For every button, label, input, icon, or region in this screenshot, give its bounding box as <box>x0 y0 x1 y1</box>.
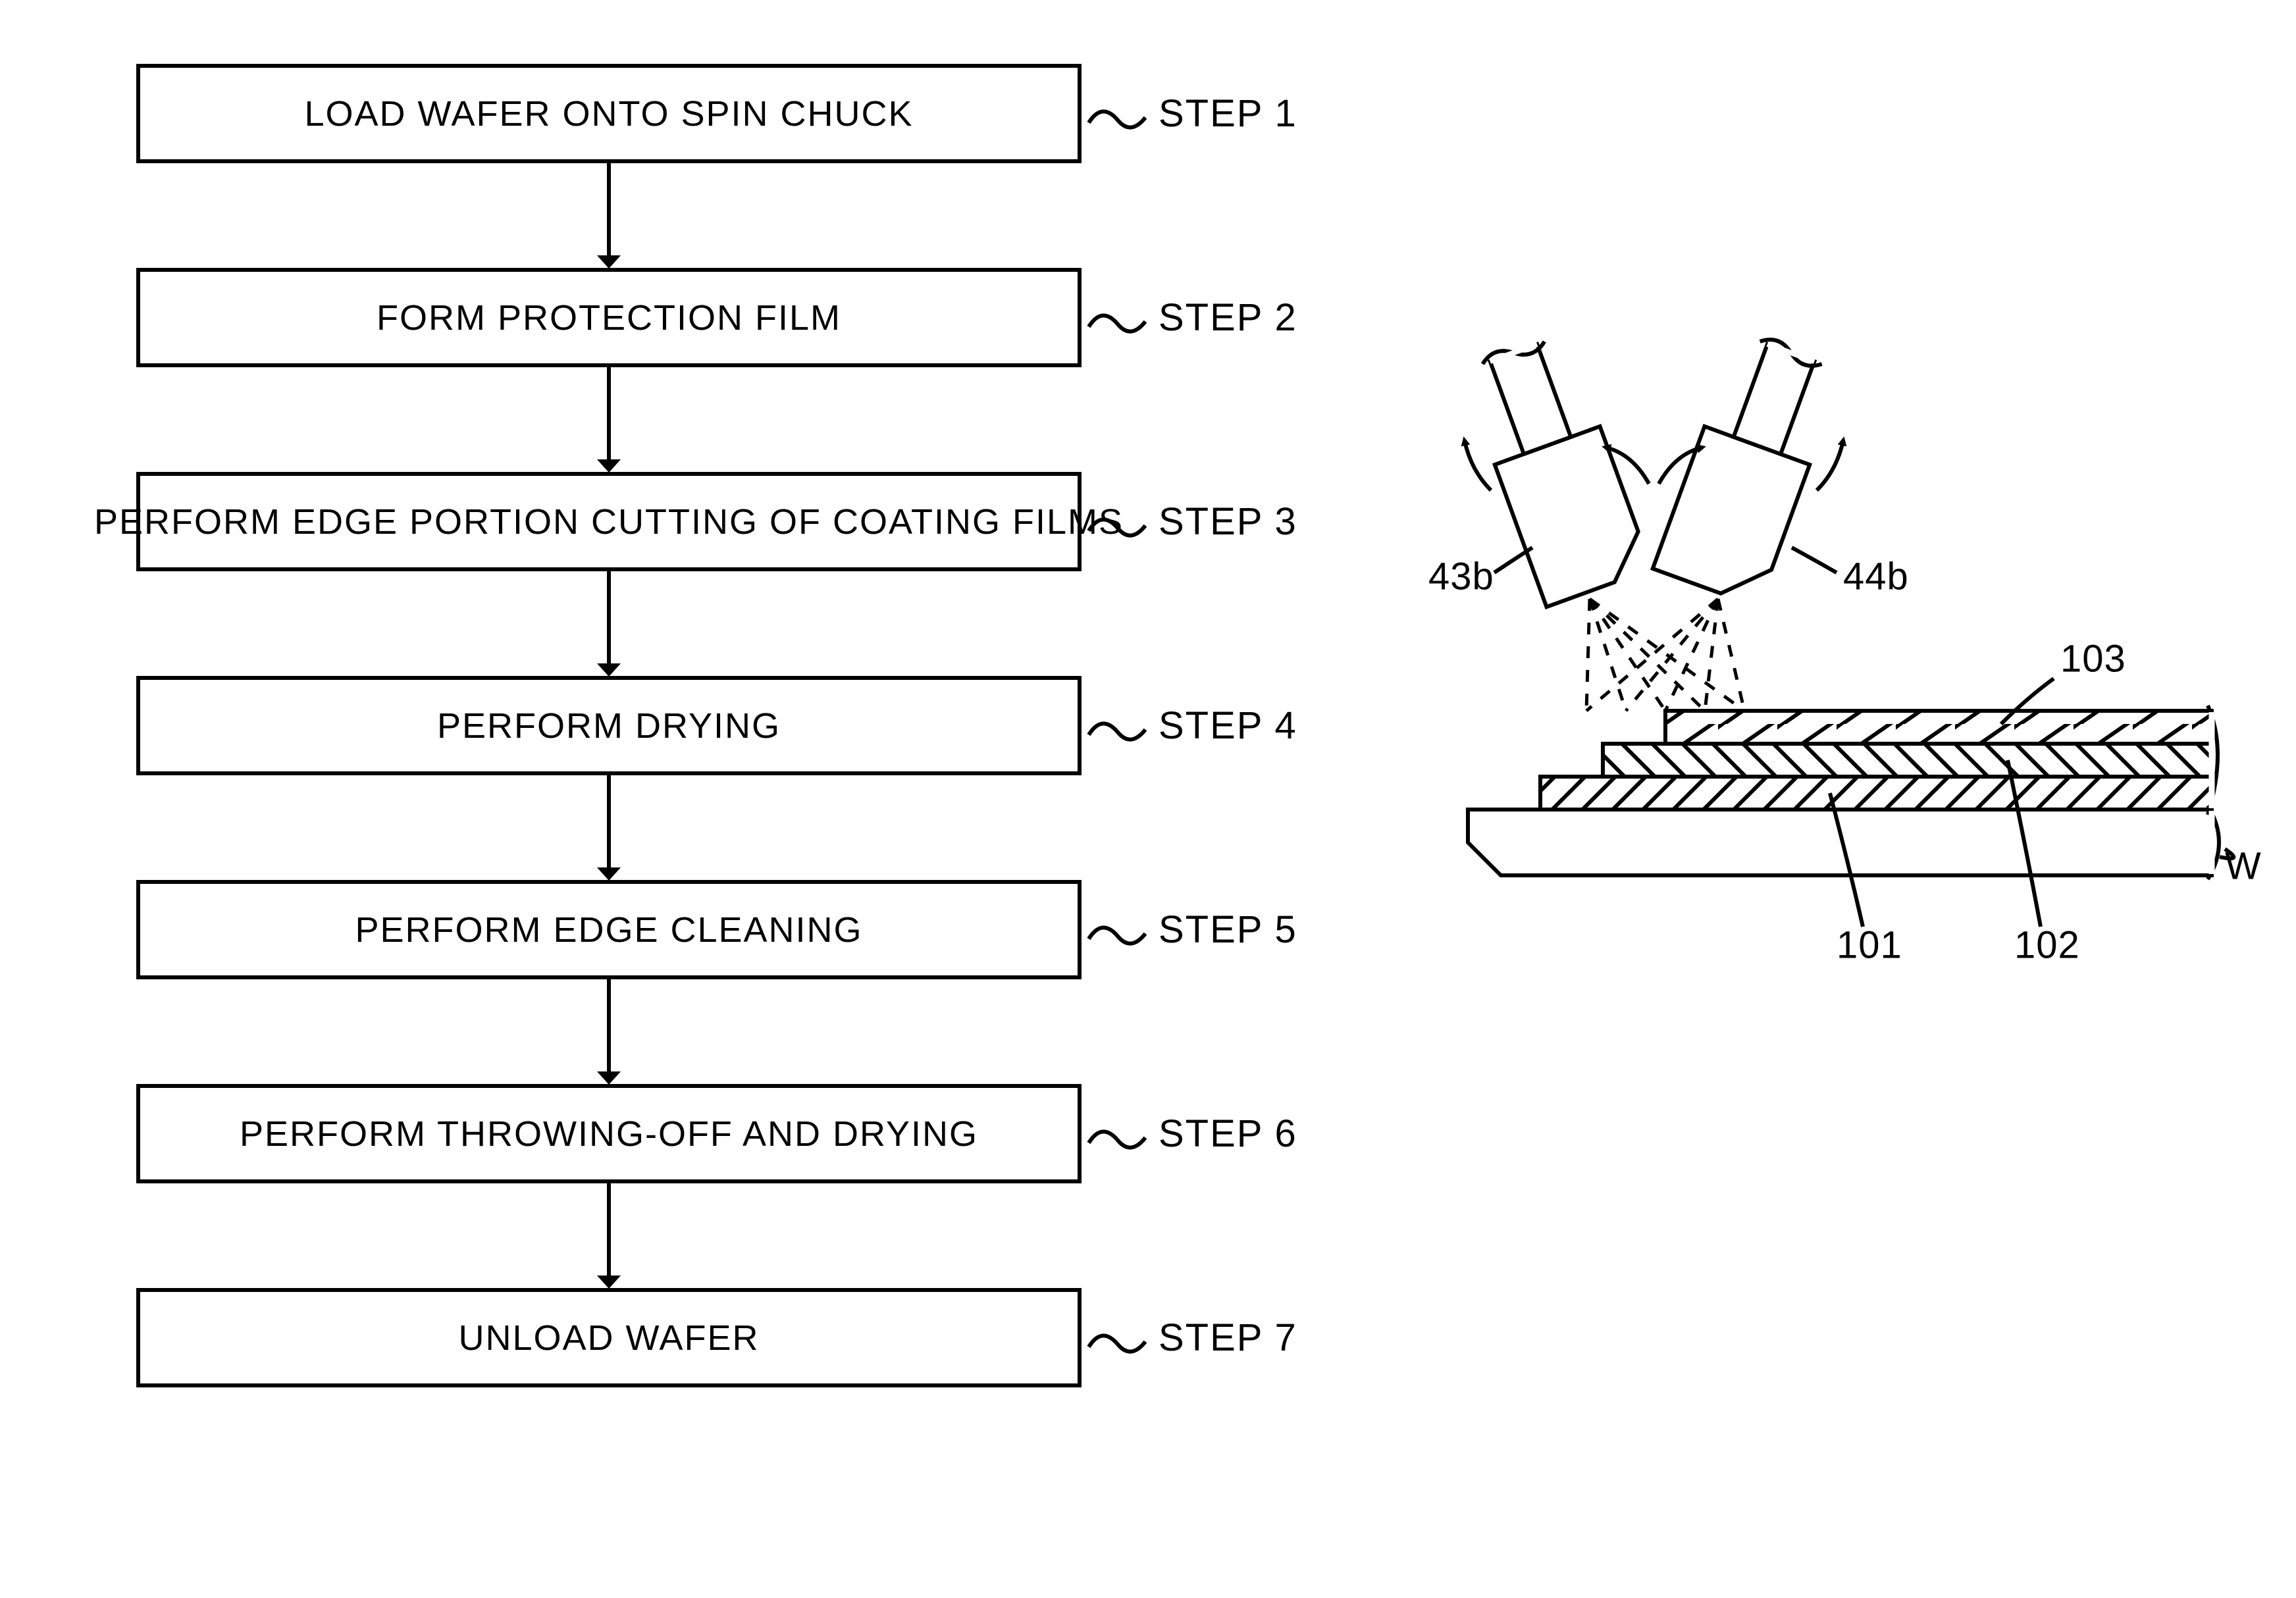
nozzle-left-outer-arrow <box>1465 441 1491 490</box>
spray-left-0 <box>1586 599 1590 711</box>
leader-43b <box>1494 548 1532 573</box>
step-label-6: STEP 6 <box>1159 1112 1297 1155</box>
layer-mid <box>1603 744 2212 777</box>
step-label-5: STEP 5 <box>1159 908 1297 951</box>
step-text-4: PERFORM DRYING <box>437 706 781 746</box>
spray-right-4 <box>1718 599 1744 711</box>
label-nozzle-left: 43b <box>1428 555 1494 598</box>
step-tilde-7 <box>1089 1335 1145 1351</box>
step-tilde-6 <box>1089 1131 1145 1147</box>
step-label-3: STEP 3 <box>1159 500 1297 543</box>
arrow-head-5 <box>597 1071 621 1085</box>
step-tilde-4 <box>1089 723 1145 739</box>
step-text-7: UNLOAD WAFER <box>458 1318 759 1358</box>
step-text-5: PERFORM EDGE CLEANING <box>355 910 862 950</box>
arrow-head-2 <box>597 459 621 473</box>
flowchart: LOAD WAFER ONTO SPIN CHUCK STEP 1 FORM PRO… <box>94 66 1297 1385</box>
arrow-head-1 <box>597 255 621 269</box>
label-wafer: W <box>2225 844 2262 887</box>
step-text-3: PERFORM EDGE PORTION CUTTING OF COATING … <box>94 502 1124 542</box>
nozzle-right <box>1653 328 1846 607</box>
step-label-1: STEP 1 <box>1159 92 1297 135</box>
arrow-head-4 <box>597 867 621 881</box>
step-tilde-2 <box>1089 315 1145 331</box>
wafer-substrate <box>1468 810 2212 875</box>
spray-left-4 <box>1590 599 1744 711</box>
step-label-7: STEP 7 <box>1159 1316 1297 1359</box>
arrow-head-3 <box>597 663 621 677</box>
nozzle-right-outer-arrow <box>1817 441 1843 490</box>
label-layer-top: 103 <box>2060 637 2126 680</box>
layer-top <box>1665 711 2212 744</box>
nozzle-wafer-diagram: 43b 44b 103 101 102 W <box>1428 328 2285 967</box>
step-text-6: PERFORM THROWING-OFF AND DRYING <box>240 1114 978 1154</box>
spray-left-2 <box>1590 599 1665 711</box>
label-nozzle-right: 44b <box>1843 555 1909 598</box>
arrow-head-6 <box>597 1276 621 1289</box>
step-tilde-5 <box>1089 927 1145 943</box>
label-layer-mid: 102 <box>2014 923 2080 966</box>
figure-canvas: LOAD WAFER ONTO SPIN CHUCK STEP 1 FORM PRO… <box>0 0 2296 1598</box>
step-text-1: LOAD WAFER ONTO SPIN CHUCK <box>304 94 913 134</box>
leader-44b <box>1792 548 1837 573</box>
spray-right-3 <box>1705 599 1718 711</box>
step-label-2: STEP 2 <box>1159 296 1297 339</box>
label-layer-bottom: 101 <box>1837 923 1902 966</box>
layer-bottom <box>1540 777 2212 810</box>
step-tilde-1 <box>1089 111 1145 127</box>
step-label-4: STEP 4 <box>1159 704 1297 747</box>
step-text-2: FORM PROTECTION FILM <box>377 298 841 338</box>
